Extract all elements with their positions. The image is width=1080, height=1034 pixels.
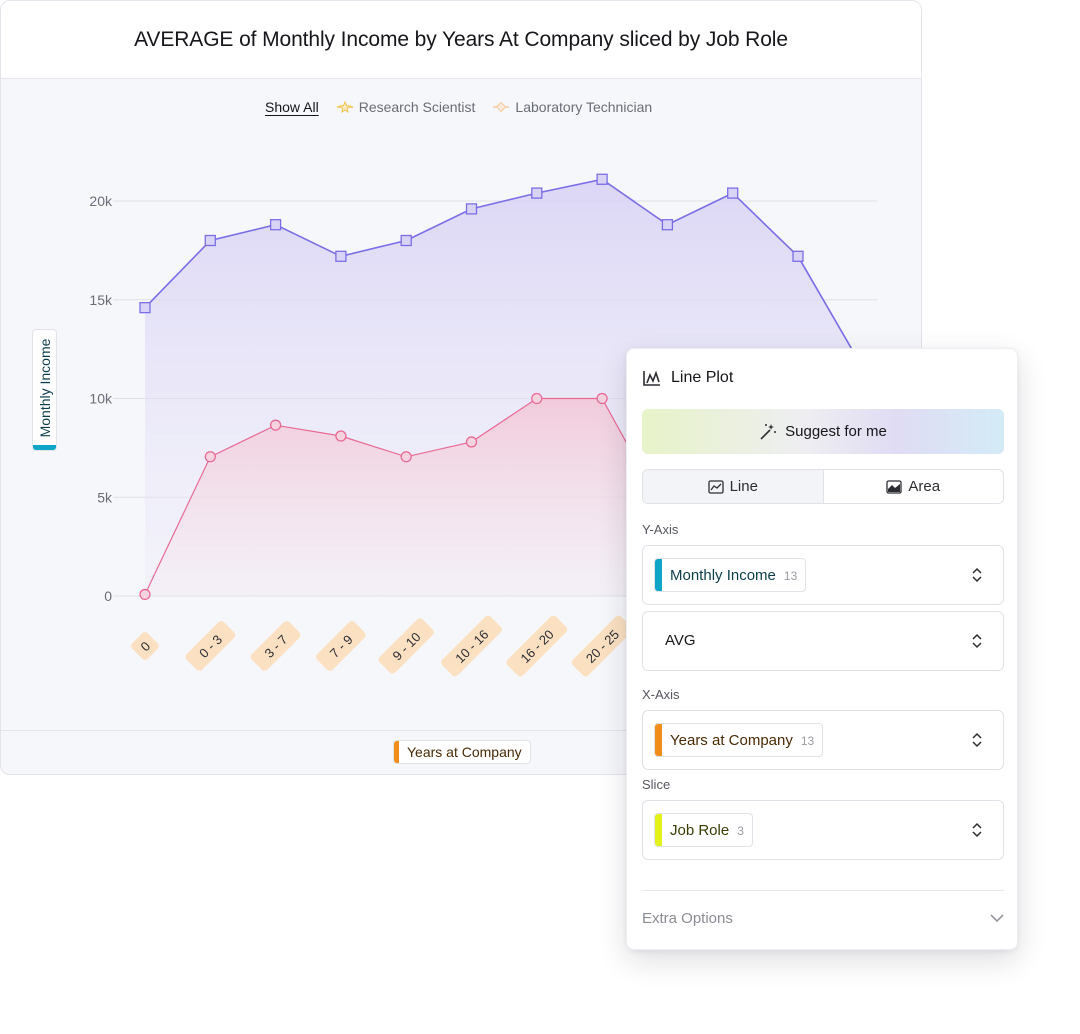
x-tick-label: 0 - 3 xyxy=(185,621,236,671)
field-color-bar xyxy=(655,559,662,591)
field-color-bar xyxy=(655,814,662,846)
magic-wand-icon xyxy=(760,423,777,440)
x-tick-label: 16 - 20 xyxy=(506,615,568,677)
field-count: 13 xyxy=(800,733,815,748)
area-segment-button[interactable]: Area xyxy=(824,470,1004,503)
line-chart-icon xyxy=(707,479,724,494)
data-point xyxy=(661,219,674,231)
data-point xyxy=(400,451,412,463)
legend-marker-icon xyxy=(493,101,510,113)
y-axis-color-bar xyxy=(33,445,56,450)
data-point xyxy=(792,250,804,262)
y-tick-label: 5k xyxy=(97,489,113,505)
suggest-button[interactable]: Suggest for me xyxy=(642,409,1004,454)
data-point xyxy=(204,234,216,247)
chevron-up-down-icon xyxy=(972,567,982,583)
data-point xyxy=(139,301,151,314)
legend-item-research-scientist[interactable]: Research Scientist xyxy=(336,99,476,115)
legend-item-laboratory-technician[interactable]: Laboratory Technician xyxy=(493,99,652,115)
suggest-label: Suggest for me xyxy=(785,423,887,440)
line-plot-icon xyxy=(643,370,660,386)
x-tick-label: 9 - 10 xyxy=(378,618,434,674)
chevron-up-down-icon xyxy=(972,822,982,838)
legend-label: Laboratory Technician xyxy=(515,99,653,115)
data-point xyxy=(596,173,608,185)
data-point xyxy=(531,187,543,199)
data-point xyxy=(400,234,412,247)
data-point xyxy=(727,187,739,199)
data-point xyxy=(335,250,347,262)
y-tick-label: 15k xyxy=(89,292,113,308)
chevron-down-icon xyxy=(990,914,1004,923)
field-count: 3 xyxy=(737,823,744,838)
x-tick-label: 20 - 25 xyxy=(571,615,633,677)
area-chart-icon xyxy=(886,479,903,494)
x-axis-field-chip: Years at Company 13 xyxy=(654,723,824,757)
slice-field-select[interactable]: Job Role 3 xyxy=(642,800,1004,860)
field-name: Monthly Income 13 xyxy=(670,566,798,584)
legend-marker-icon xyxy=(336,101,353,113)
x-tick-label: 10 - 16 xyxy=(441,615,502,677)
field-name: Job Role 3 xyxy=(670,821,744,839)
x-axis-field-pill[interactable]: Years at Company xyxy=(393,740,531,764)
data-point xyxy=(269,219,282,231)
y-axis-section-label: Y-Axis xyxy=(642,522,679,537)
data-point xyxy=(596,392,608,405)
data-point xyxy=(465,203,478,215)
y-tick-label: 20k xyxy=(89,193,113,209)
x-tick-label: 7 - 9 xyxy=(316,621,366,671)
chart-title: AVERAGE of Monthly Income by Years At Co… xyxy=(134,27,788,51)
aggregate-select[interactable]: AVG xyxy=(642,611,1004,671)
panel-title: Line Plot xyxy=(671,369,734,386)
data-point xyxy=(204,451,216,463)
y-tick-label: 10k xyxy=(89,391,113,407)
x-tick-label: 0 xyxy=(131,632,159,660)
chart-config-panel: Line Plot Suggest for me Line Area Y-Axi… xyxy=(626,348,1018,950)
slice-section-label: Slice xyxy=(642,777,671,792)
legend-label: Research Scientist xyxy=(358,99,476,115)
data-point xyxy=(269,419,282,431)
y-axis-field-chip: Monthly Income 13 xyxy=(654,558,807,592)
field-name: Years at Company 13 xyxy=(670,731,815,749)
aggregate-value: AVG xyxy=(665,632,696,649)
plot-type-toggle: Line Area xyxy=(642,469,1004,504)
area-segment-label: Area xyxy=(908,478,941,495)
field-count: 13 xyxy=(783,568,798,583)
panel-header: Line Plot xyxy=(643,369,733,387)
data-point xyxy=(139,588,151,601)
x-axis-field-select[interactable]: Years at Company 13 xyxy=(642,710,1004,770)
extra-options-label: Extra Options xyxy=(642,910,733,927)
data-point xyxy=(335,430,347,442)
show-all-link[interactable]: Show All xyxy=(265,99,319,115)
y-axis-field-select[interactable]: Monthly Income 13 xyxy=(642,545,1004,605)
chevron-up-down-icon xyxy=(972,633,982,649)
data-point xyxy=(465,436,478,448)
x-tick-label: 3 - 7 xyxy=(250,621,301,671)
chart-legend: Show All Research Scientist Laboratory T… xyxy=(265,99,670,115)
data-point xyxy=(531,392,543,405)
divider xyxy=(642,890,1004,891)
chevron-up-down-icon xyxy=(972,732,982,748)
y-tick-label: 0 xyxy=(104,588,112,604)
x-axis-label: Years at Company xyxy=(407,744,522,760)
x-axis-color-bar xyxy=(394,741,399,763)
chart-header: AVERAGE of Monthly Income by Years At Co… xyxy=(1,1,921,79)
field-color-bar xyxy=(655,724,662,756)
x-axis-section-label: X-Axis xyxy=(642,687,680,702)
extra-options-toggle[interactable]: Extra Options xyxy=(642,910,1004,927)
y-axis-field-pill[interactable]: Monthly Income xyxy=(32,329,57,451)
line-segment-label: Line xyxy=(729,478,758,495)
line-segment-button[interactable]: Line xyxy=(643,470,824,503)
slice-field-chip: Job Role 3 xyxy=(654,813,753,847)
